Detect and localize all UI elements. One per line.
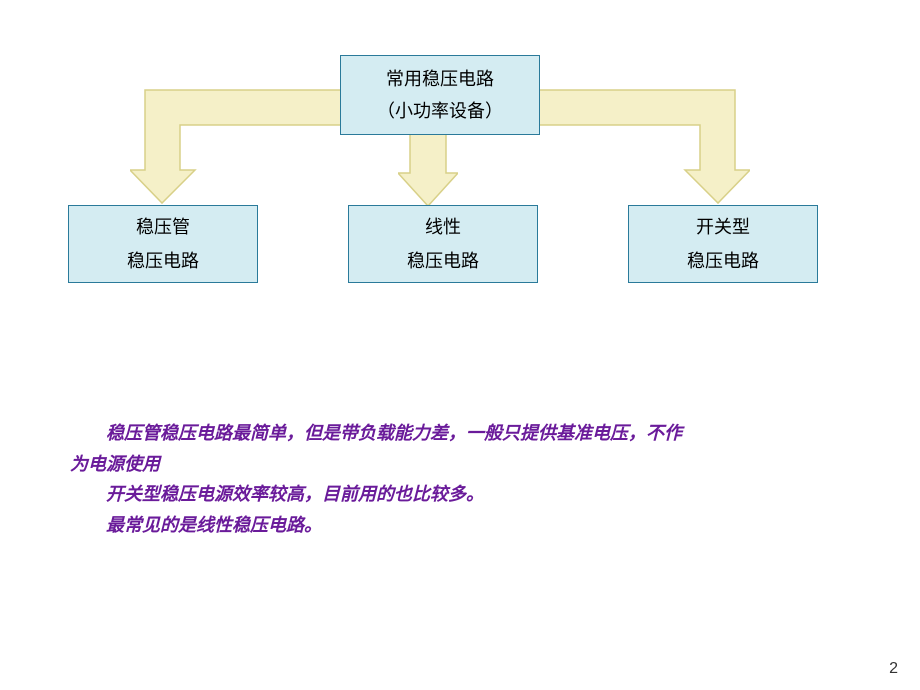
top-box-line2: （小功率设备） <box>377 95 503 127</box>
body-p3: 最常见的是线性稳压电路。 <box>70 510 870 541</box>
bottom-right-line2: 稳压电路 <box>687 244 759 278</box>
bottom-right-line1: 开关型 <box>696 210 750 244</box>
body-p1-span: 稳压管稳压电路最简单，但是带负载能力差，一般只提供基准电压，不作 <box>106 423 682 443</box>
page-number: 2 <box>889 660 898 678</box>
bottom-box-left: 稳压管 稳压电路 <box>68 205 258 283</box>
arrow-to-mid <box>398 128 458 208</box>
bottom-mid-line1: 线性 <box>425 210 461 244</box>
body-p1b-span: 为电源使用 <box>70 454 160 474</box>
arrow-mid-shape <box>398 128 458 206</box>
top-box-line1: 常用稳压电路 <box>386 63 494 95</box>
body-p2: 开关型稳压电源效率较高，目前用的也比较多。 <box>70 479 870 510</box>
bottom-left-line2: 稳压电路 <box>127 244 199 278</box>
bottom-left-line1: 稳压管 <box>136 210 190 244</box>
diagram-container: 常用稳压电路 （小功率设备） 稳压管 稳压电路 线性 稳压电路 开关型 稳压电路 <box>0 0 920 280</box>
bottom-mid-line2: 稳压电路 <box>407 244 479 278</box>
body-text: 稳压管稳压电路最简单，但是带负载能力差，一般只提供基准电压，不作 为电源使用 开… <box>70 418 870 540</box>
bottom-box-mid: 线性 稳压电路 <box>348 205 538 283</box>
body-p2-span: 开关型稳压电源效率较高，目前用的也比较多。 <box>106 484 484 504</box>
body-p1b: 为电源使用 <box>70 449 870 480</box>
bottom-box-right: 开关型 稳压电路 <box>628 205 818 283</box>
body-p3-span: 最常见的是线性稳压电路。 <box>106 515 322 535</box>
top-box: 常用稳压电路 （小功率设备） <box>340 55 540 135</box>
body-p1: 稳压管稳压电路最简单，但是带负载能力差，一般只提供基准电压，不作 <box>70 418 870 449</box>
